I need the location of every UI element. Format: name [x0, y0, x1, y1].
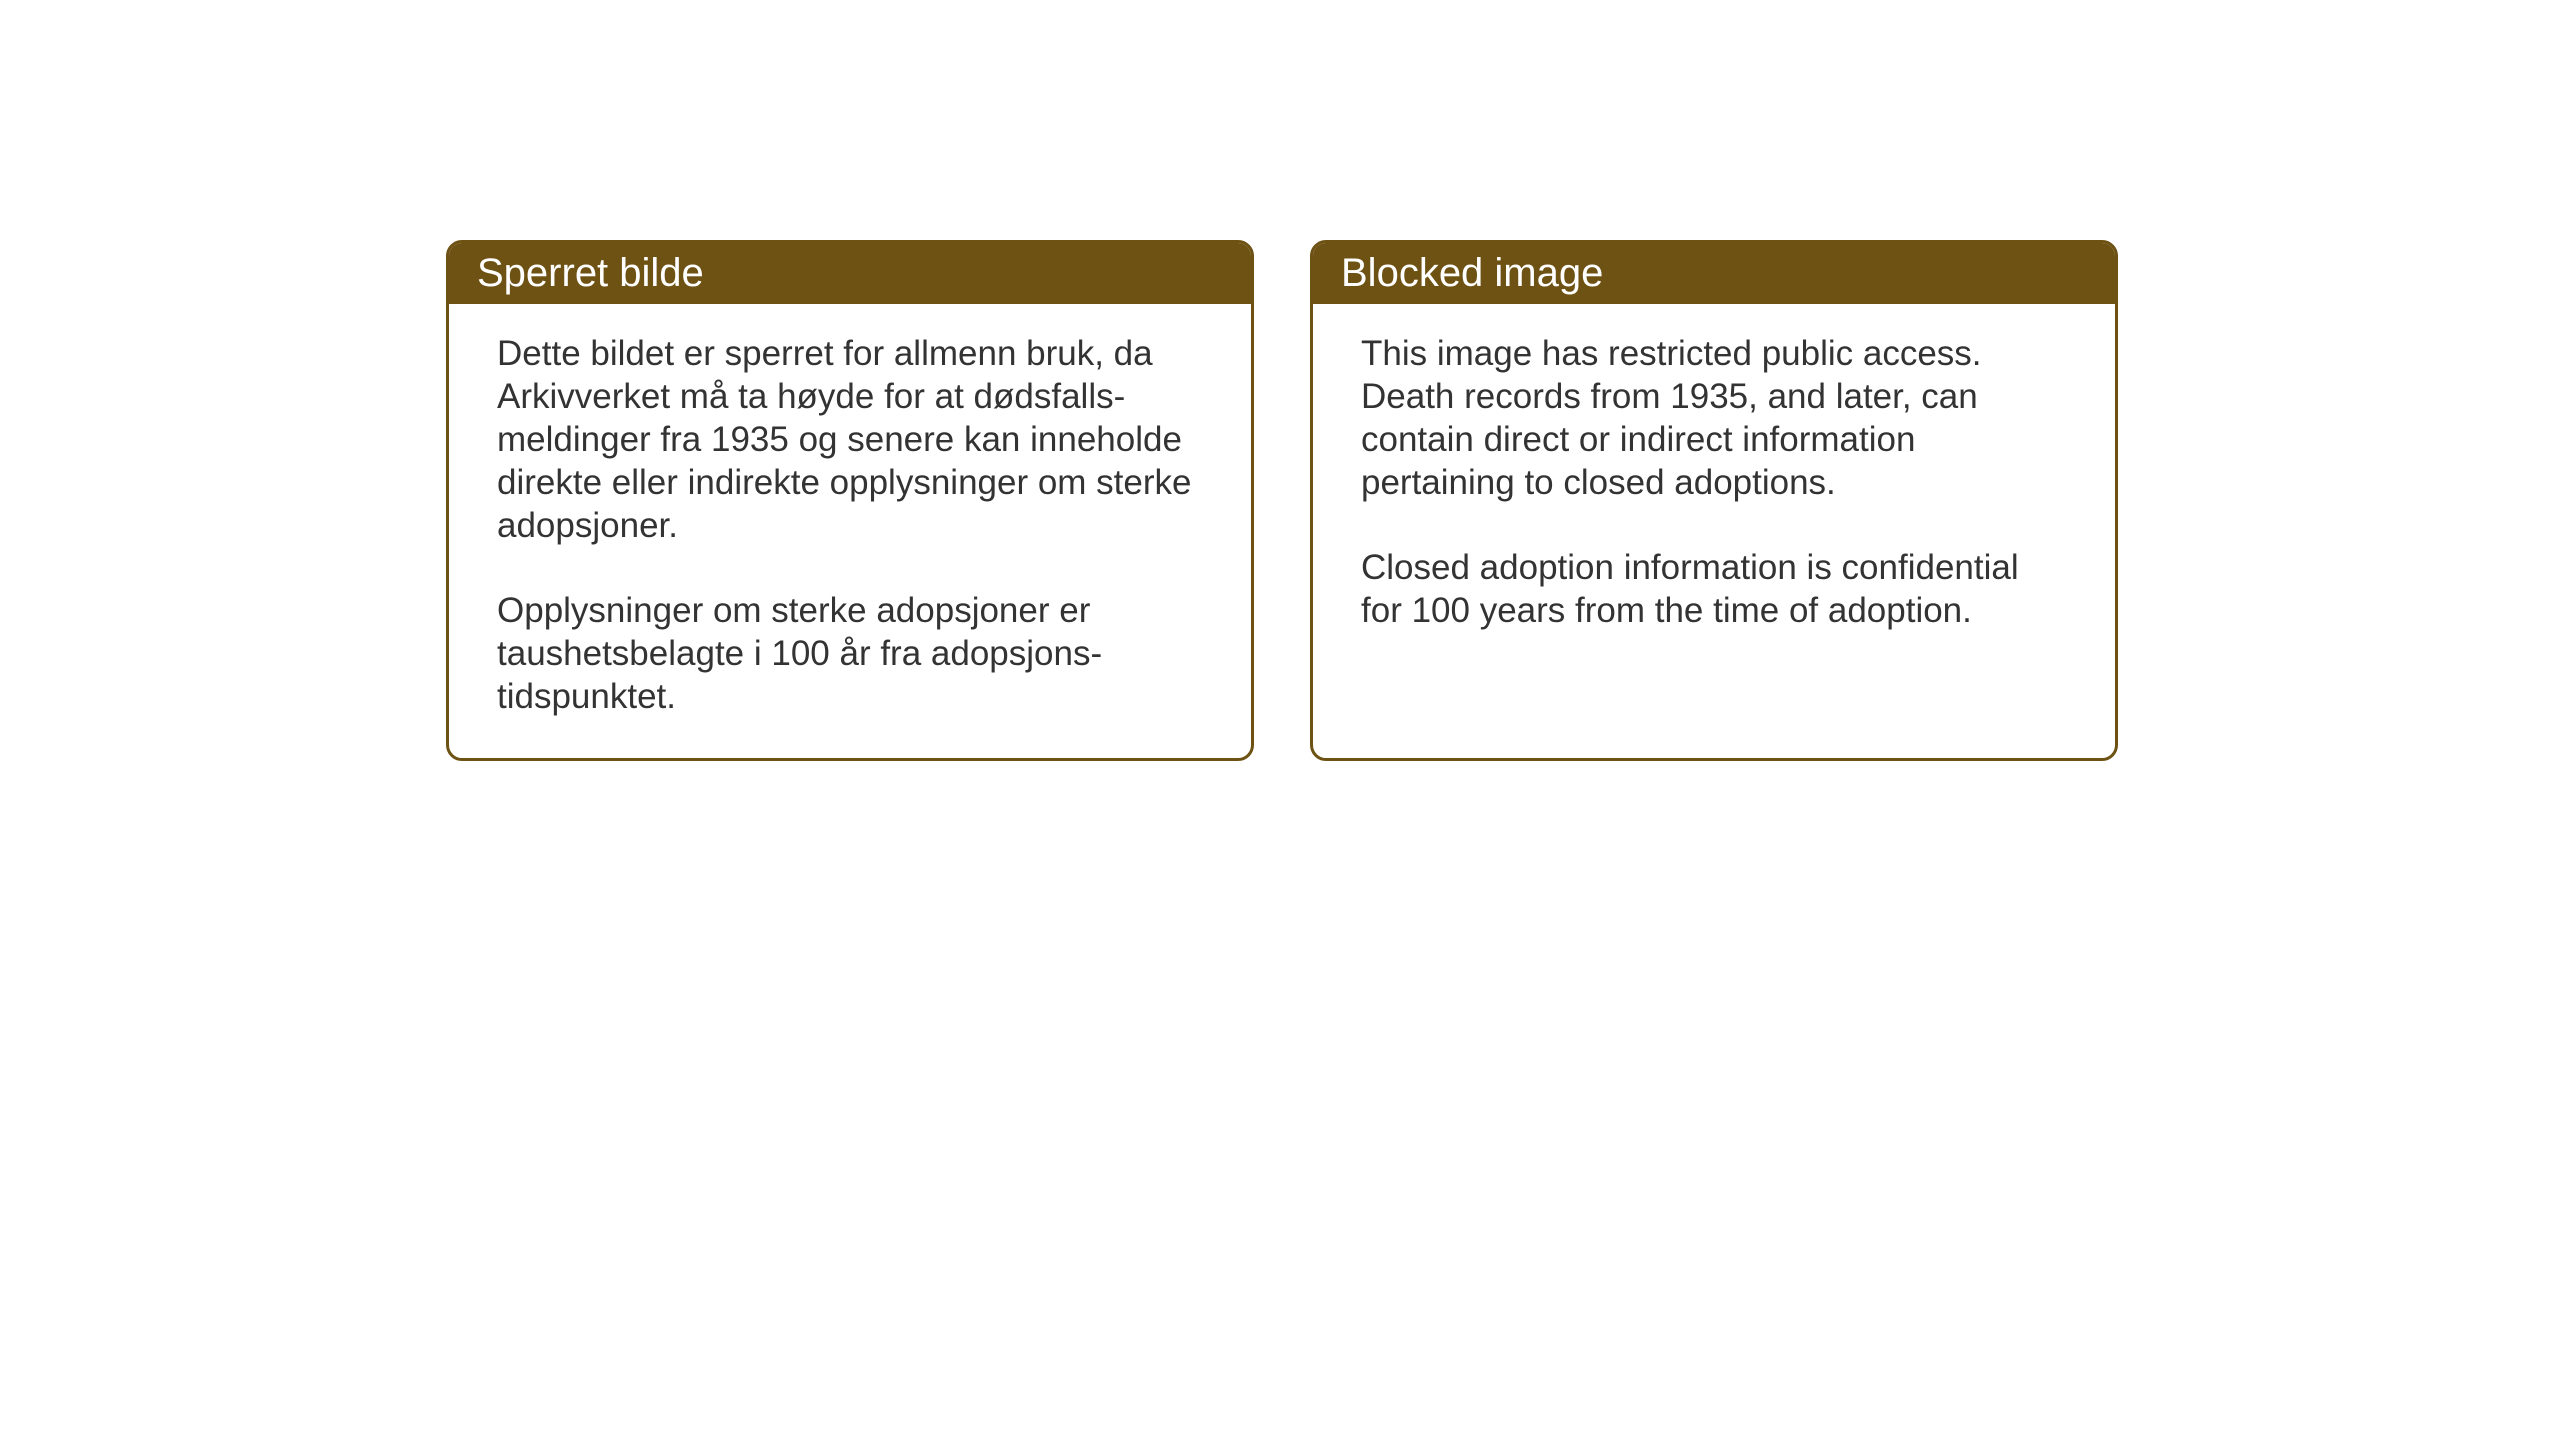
notice-box-english: Blocked image This image has restricted … — [1310, 240, 2118, 761]
notice-header-norwegian: Sperret bilde — [449, 243, 1251, 304]
notice-box-norwegian: Sperret bilde Dette bildet er sperret fo… — [446, 240, 1254, 761]
notice-paragraph-2-norwegian: Opplysninger om sterke adopsjoner er tau… — [497, 589, 1203, 718]
notice-paragraph-1-english: This image has restricted public access.… — [1361, 332, 2067, 504]
notice-paragraph-1-norwegian: Dette bildet er sperret for allmenn bruk… — [497, 332, 1203, 547]
notice-body-norwegian: Dette bildet er sperret for allmenn bruk… — [449, 304, 1251, 758]
notice-body-english: This image has restricted public access.… — [1313, 304, 2115, 734]
notice-paragraph-2-english: Closed adoption information is confident… — [1361, 546, 2067, 632]
notice-title-english: Blocked image — [1341, 251, 1603, 295]
notice-title-norwegian: Sperret bilde — [477, 251, 704, 295]
notice-header-english: Blocked image — [1313, 243, 2115, 304]
notice-container: Sperret bilde Dette bildet er sperret fo… — [446, 240, 2118, 761]
